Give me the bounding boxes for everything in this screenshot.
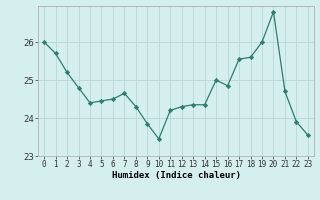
X-axis label: Humidex (Indice chaleur): Humidex (Indice chaleur) bbox=[111, 171, 241, 180]
